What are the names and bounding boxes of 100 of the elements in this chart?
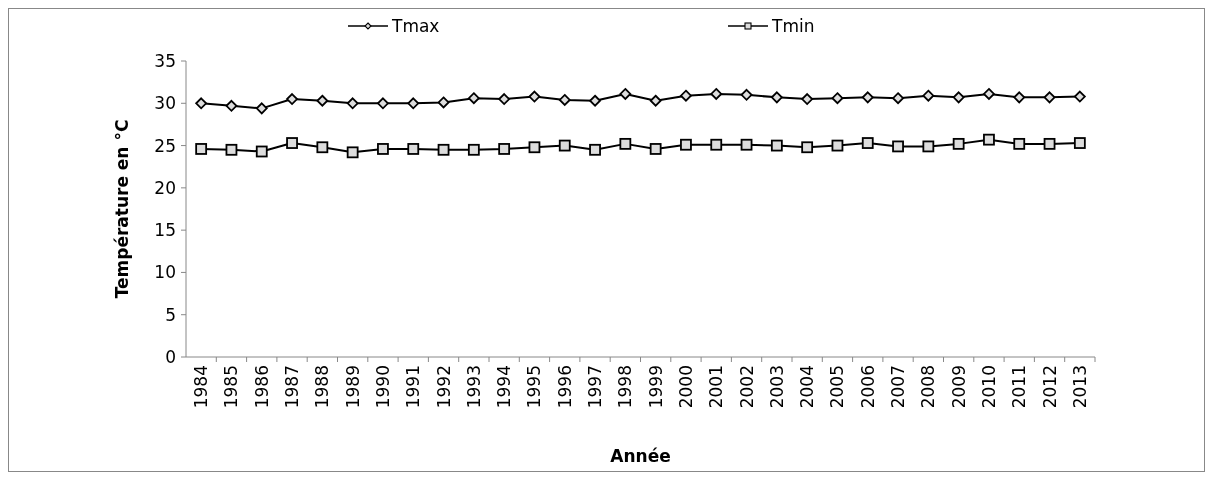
y-tick-label: 20 bbox=[154, 177, 176, 198]
x-tick-label: 1997 bbox=[585, 365, 606, 409]
x-tick-label: 1996 bbox=[554, 365, 575, 409]
point bbox=[346, 146, 359, 159]
x-tick-label: 1984 bbox=[191, 365, 212, 409]
x-axis-title: Année bbox=[610, 446, 671, 466]
point bbox=[892, 92, 904, 105]
point bbox=[437, 143, 450, 156]
point bbox=[407, 143, 420, 155]
point bbox=[740, 138, 753, 151]
x-tick-label: 1990 bbox=[372, 365, 393, 409]
point bbox=[983, 88, 995, 100]
point bbox=[255, 145, 268, 158]
point bbox=[892, 140, 904, 153]
point bbox=[710, 138, 723, 151]
x-tick-label: 2002 bbox=[736, 365, 757, 409]
point bbox=[1013, 91, 1026, 104]
point bbox=[377, 97, 389, 110]
point bbox=[740, 88, 753, 101]
y-tick-label: 0 bbox=[165, 346, 176, 367]
x-tick-label: 2007 bbox=[888, 365, 909, 409]
point bbox=[498, 143, 511, 155]
point bbox=[680, 138, 692, 151]
x-tick-label: 1988 bbox=[312, 365, 333, 409]
x-tick-label: 1985 bbox=[221, 365, 242, 409]
point bbox=[680, 89, 692, 102]
x-tick-label: 2008 bbox=[918, 365, 939, 409]
x-tick-label: 1989 bbox=[342, 365, 363, 409]
x-tick-label: 1994 bbox=[494, 365, 515, 409]
point bbox=[1043, 91, 1056, 104]
point bbox=[649, 143, 662, 155]
x-tick-label: 1993 bbox=[463, 365, 484, 409]
point bbox=[983, 133, 995, 146]
point bbox=[286, 137, 298, 149]
point bbox=[589, 94, 601, 107]
legend-label: Tmax bbox=[391, 15, 440, 36]
point bbox=[195, 97, 208, 110]
x-tick-label: 2000 bbox=[675, 365, 696, 409]
point bbox=[619, 88, 632, 100]
x-tick-label: 1992 bbox=[433, 365, 454, 409]
point bbox=[286, 93, 298, 105]
point bbox=[1073, 137, 1086, 149]
y-tick-label: 5 bbox=[165, 304, 176, 325]
point bbox=[528, 90, 541, 103]
point bbox=[225, 143, 238, 156]
point bbox=[558, 94, 571, 106]
point bbox=[589, 143, 601, 156]
y-tick-label: 15 bbox=[154, 220, 176, 241]
y-tick-label: 25 bbox=[154, 135, 176, 156]
point bbox=[316, 141, 329, 154]
point bbox=[377, 143, 389, 155]
point bbox=[1043, 137, 1056, 150]
y-tick-label: 35 bbox=[154, 50, 176, 71]
y-axis-title: Température en °C bbox=[112, 119, 132, 299]
legend-label: Tmin bbox=[771, 15, 815, 36]
x-tick-label: 1995 bbox=[524, 365, 545, 409]
x-tick-label: 2011 bbox=[1009, 365, 1030, 409]
x-tick-label: 1999 bbox=[645, 365, 666, 409]
point bbox=[801, 93, 814, 105]
x-tick-label: 2012 bbox=[1039, 365, 1060, 409]
point bbox=[1073, 90, 1086, 103]
point bbox=[558, 139, 571, 152]
x-tick-label: 2001 bbox=[706, 365, 727, 409]
point bbox=[801, 141, 814, 154]
x-tick-label: 1986 bbox=[251, 365, 272, 409]
point bbox=[952, 91, 965, 104]
x-tick-label: 2006 bbox=[857, 365, 878, 409]
point bbox=[225, 99, 238, 112]
x-tick-label: 2009 bbox=[948, 365, 969, 409]
x-tick-label: 1998 bbox=[615, 365, 636, 409]
point bbox=[922, 140, 935, 153]
point bbox=[255, 102, 268, 115]
point bbox=[316, 94, 329, 107]
point bbox=[861, 137, 874, 149]
point bbox=[195, 143, 208, 155]
point bbox=[437, 96, 450, 109]
point bbox=[467, 92, 480, 105]
point bbox=[922, 89, 935, 102]
x-tick-label: 1991 bbox=[403, 365, 424, 409]
point bbox=[407, 97, 420, 110]
point bbox=[1013, 137, 1026, 150]
point bbox=[710, 88, 723, 100]
point bbox=[770, 91, 783, 104]
x-tick-label: 2010 bbox=[978, 365, 999, 409]
point bbox=[467, 143, 480, 156]
point bbox=[498, 93, 511, 105]
y-tick-label: 10 bbox=[154, 262, 176, 283]
point bbox=[952, 137, 965, 150]
point bbox=[346, 97, 359, 110]
x-tick-label: 1987 bbox=[282, 365, 303, 409]
point bbox=[619, 137, 632, 150]
point bbox=[831, 92, 844, 105]
x-tick-label: 2003 bbox=[766, 365, 787, 409]
x-tick-label: 2005 bbox=[827, 365, 848, 409]
point bbox=[649, 94, 662, 107]
x-tick-label: 2013 bbox=[1069, 365, 1090, 409]
y-tick-label: 30 bbox=[154, 93, 176, 114]
x-tick-label: 2004 bbox=[797, 365, 818, 409]
point bbox=[528, 141, 541, 154]
point bbox=[770, 139, 783, 152]
